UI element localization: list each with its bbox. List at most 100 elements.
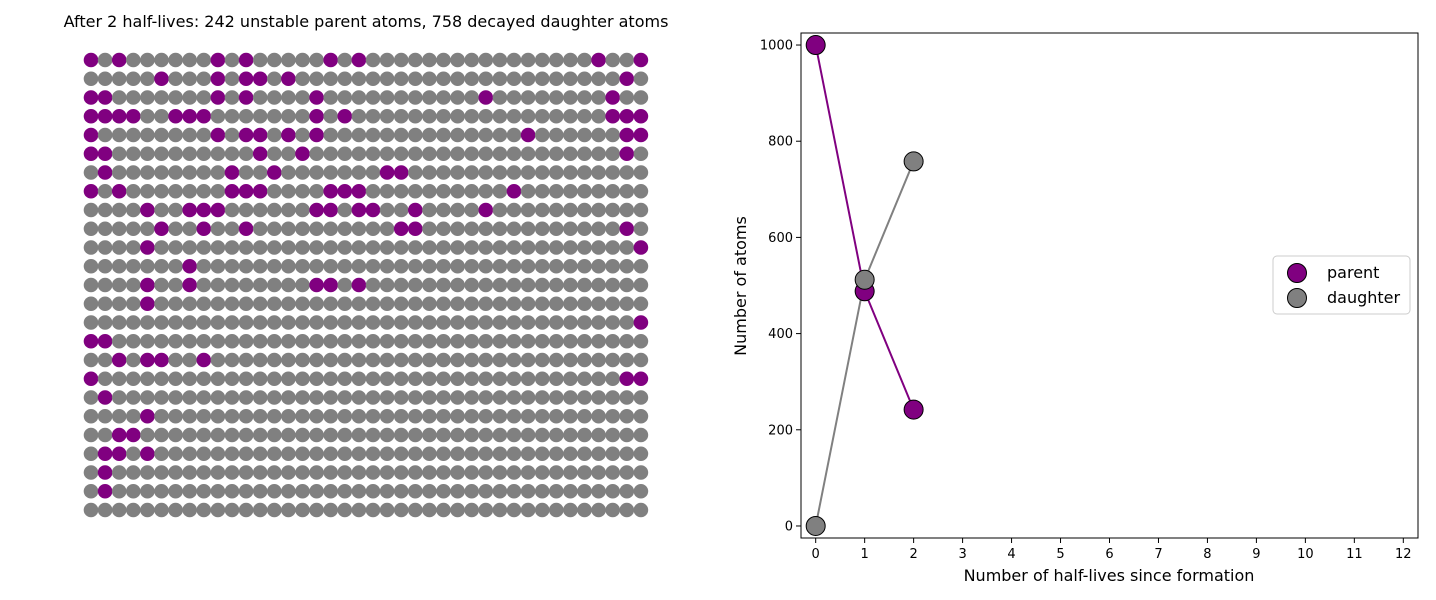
daughter-atom-dot bbox=[591, 221, 606, 237]
daughter-atom-dot bbox=[238, 371, 254, 387]
daughter-atom-dot bbox=[281, 408, 296, 424]
daughter-atom-dot bbox=[252, 221, 268, 237]
daughter-atom-dot bbox=[549, 202, 564, 218]
daughter-atom-dot bbox=[224, 371, 240, 387]
daughter-atom-dot bbox=[408, 371, 423, 387]
daughter-atom-dot bbox=[111, 258, 127, 274]
daughter-atom-dot bbox=[323, 240, 339, 255]
daughter-atom-dot bbox=[492, 390, 508, 405]
daughter-atom-dot bbox=[422, 146, 437, 162]
daughter-atom-dot bbox=[520, 296, 536, 312]
daughter-atom-dot bbox=[436, 333, 451, 349]
daughter-atom-dot bbox=[408, 146, 423, 162]
daughter-atom-dot bbox=[224, 258, 240, 274]
daughter-atom-dot bbox=[267, 333, 282, 349]
daughter-atom-dot bbox=[267, 446, 282, 462]
daughter-atom-dot bbox=[224, 333, 240, 349]
daughter-atom-dot bbox=[210, 427, 226, 443]
daughter-atom-dot bbox=[154, 127, 169, 143]
daughter-atom-dot bbox=[140, 333, 155, 349]
daughter-atom-dot bbox=[154, 90, 169, 105]
daughter-atom-dot bbox=[83, 427, 99, 443]
daughter-atom-dot bbox=[182, 240, 197, 255]
daughter-atom-dot bbox=[534, 465, 550, 480]
daughter-atom-dot bbox=[605, 352, 620, 368]
daughter-atom-dot bbox=[478, 371, 494, 387]
daughter-atom-dot bbox=[605, 146, 620, 162]
daughter-atom-dot bbox=[422, 408, 437, 424]
daughter-atom-dot bbox=[393, 146, 409, 162]
daughter-atom-dot bbox=[577, 202, 592, 218]
daughter-atom-dot bbox=[196, 127, 212, 143]
daughter-atom-dot bbox=[323, 90, 339, 105]
daughter-atom-dot bbox=[140, 165, 155, 180]
daughter-atom-dot bbox=[126, 371, 141, 387]
daughter-atom-dot bbox=[534, 315, 550, 330]
daughter-atom-dot bbox=[436, 90, 451, 105]
daughter-atom-dot bbox=[549, 165, 564, 180]
parent-atom-dot bbox=[210, 52, 226, 68]
daughter-atom-dot bbox=[478, 408, 494, 424]
parent-atom-dot bbox=[238, 52, 254, 68]
daughter-atom-dot bbox=[323, 221, 339, 237]
daughter-atom-dot bbox=[238, 446, 254, 462]
daughter-atom-dot bbox=[168, 483, 183, 499]
daughter-atom-dot bbox=[267, 183, 282, 199]
daughter-atom-dot bbox=[337, 465, 353, 480]
daughter-atom-dot bbox=[224, 446, 240, 462]
daughter-atom-dot bbox=[97, 502, 113, 518]
daughter-atom-dot bbox=[83, 221, 99, 237]
daughter-atom-dot bbox=[351, 240, 367, 255]
daughter-atom-dot bbox=[619, 502, 635, 518]
daughter-atom-dot bbox=[520, 390, 536, 405]
daughter-atom-dot bbox=[267, 277, 282, 293]
daughter-atom-dot bbox=[154, 296, 169, 312]
daughter-atom-dot bbox=[83, 165, 99, 180]
daughter-atom-dot bbox=[168, 371, 183, 387]
parent-atom-dot bbox=[295, 146, 310, 162]
daughter-atom-dot bbox=[506, 371, 522, 387]
daughter-atom-dot bbox=[140, 258, 155, 274]
daughter-atom-dot bbox=[591, 352, 606, 368]
daughter-atom-dot bbox=[534, 90, 550, 105]
daughter-atom-dot bbox=[267, 371, 282, 387]
daughter-atom-dot bbox=[196, 371, 212, 387]
daughter-atom-dot bbox=[309, 258, 324, 274]
daughter-atom-dot bbox=[436, 352, 451, 368]
daughter-atom-dot bbox=[97, 71, 113, 87]
daughter-atom-dot bbox=[464, 183, 480, 199]
daughter-atom-dot bbox=[351, 90, 367, 105]
daughter-atom-dot bbox=[422, 52, 437, 68]
daughter-atom-dot bbox=[252, 315, 268, 330]
daughter-atom-dot bbox=[563, 371, 578, 387]
daughter-atom-dot bbox=[281, 390, 296, 405]
daughter-atom-dot bbox=[111, 333, 127, 349]
daughter-atom-dot bbox=[196, 465, 212, 480]
daughter-atom-dot bbox=[464, 146, 480, 162]
parent-atom-dot bbox=[393, 165, 409, 180]
daughter-atom-dot bbox=[281, 483, 296, 499]
daughter-atom-dot bbox=[267, 408, 282, 424]
daughter-atom-dot bbox=[111, 90, 127, 105]
daughter-atom-dot bbox=[281, 333, 296, 349]
daughter-atom-dot bbox=[577, 108, 592, 124]
daughter-atom-dot bbox=[534, 202, 550, 218]
daughter-atom-dot bbox=[168, 90, 183, 105]
daughter-atom-dot bbox=[436, 127, 451, 143]
daughter-atom-dot bbox=[126, 390, 141, 405]
x-tick-label: 2 bbox=[909, 547, 917, 562]
daughter-atom-dot bbox=[281, 371, 296, 387]
daughter-atom-dot bbox=[295, 352, 310, 368]
parent-atom-dot bbox=[83, 371, 99, 387]
daughter-atom-dot bbox=[83, 71, 99, 87]
daughter-atom-dot bbox=[111, 71, 127, 87]
daughter-atom-dot bbox=[281, 465, 296, 480]
daughter-atom-dot bbox=[126, 183, 141, 199]
parent-atom-dot bbox=[281, 71, 296, 87]
x-tick-label: 9 bbox=[1252, 547, 1260, 562]
parent-atom-dot bbox=[140, 296, 155, 312]
daughter-atom-dot bbox=[393, 446, 409, 462]
parent-atom-dot bbox=[408, 221, 423, 237]
daughter-atom-dot bbox=[450, 258, 465, 274]
daughter-atom-dot bbox=[506, 408, 522, 424]
